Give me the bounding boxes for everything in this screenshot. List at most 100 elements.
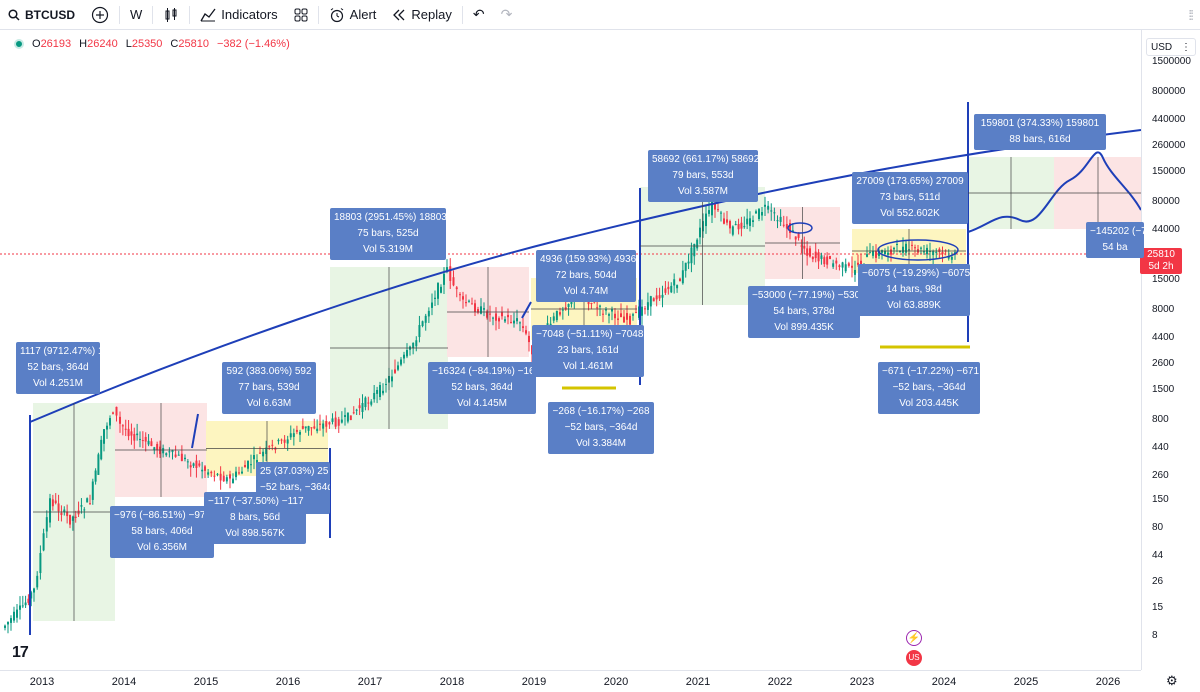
measurement-label[interactable]: 159801 (374.33%) 159801 88 bars, 616d [974, 114, 1106, 150]
measurement-line: 25 (37.03%) 25 [260, 466, 329, 477]
candle-body [77, 510, 80, 515]
candle-body [115, 406, 118, 416]
symbol-search[interactable]: BTCUSD [0, 0, 83, 30]
measurement-label[interactable]: 27009 (173.65%) 27009 73 bars, 511d Vol 55… [852, 172, 968, 224]
compare-button[interactable] [83, 0, 117, 30]
candle-body [696, 239, 699, 249]
arrow-annotation[interactable] [521, 301, 532, 319]
candle-body [507, 314, 509, 318]
indicators-button[interactable]: Indicators [192, 0, 285, 30]
candle-body [307, 426, 310, 431]
measurement-label[interactable]: −53000 (−77.19%) −5300 54 bars, 378d Vol 8… [748, 286, 860, 338]
candle-body [525, 330, 527, 334]
alert-label: Alert [349, 7, 377, 22]
templates-button[interactable] [286, 0, 316, 30]
measurement-label[interactable]: −145202 (−7 54 ba [1086, 222, 1144, 258]
candle-body [890, 249, 892, 255]
replay-button[interactable]: Replay [384, 0, 459, 30]
lightning-icon[interactable]: ⚡ [906, 630, 922, 646]
measurement-label[interactable]: 18803 (2951.45%) 18803 75 bars, 525d Vol 5… [330, 208, 446, 260]
measurement-line: 75 bars, 525d [357, 228, 419, 239]
chart-type-button[interactable] [155, 0, 187, 30]
price-tick: 150 [1152, 494, 1169, 505]
settings-icon[interactable]: ⚙ [1166, 673, 1178, 688]
projection-path[interactable] [967, 151, 1141, 233]
measurement-label[interactable]: −117 (−37.50%) −117 8 bars, 56d Vol 898.56… [204, 492, 306, 544]
candle-body [920, 247, 922, 249]
candle-body [761, 212, 763, 216]
price-tick: 440 [1152, 442, 1169, 453]
regression-curve[interactable] [29, 129, 1141, 423]
candle-body [171, 450, 174, 453]
measurement-label[interactable]: 58692 (661.17%) 58692 79 bars, 553d Vol 3.… [648, 150, 758, 202]
candle-body [567, 304, 570, 307]
measurement-line: 58 bars, 406d [131, 526, 193, 537]
candle-body [471, 303, 473, 305]
candle-body [749, 218, 751, 226]
currency-select[interactable]: USD ⋮ [1146, 38, 1196, 56]
measurement-label[interactable]: −16324 (−84.19%) −163 52 bars, 364d Vol 4.… [428, 362, 536, 414]
low-value: 25350 [131, 38, 163, 50]
time-tick: 2020 [603, 676, 629, 688]
candle-body [570, 301, 573, 305]
indicators-icon [200, 8, 216, 21]
measurement-line: Vol 4.74M [563, 286, 609, 297]
candle-body [717, 209, 719, 211]
undo-button[interactable]: ↶ [465, 0, 493, 30]
measurement-label[interactable]: 592 (383.06%) 592 77 bars, 539d Vol 6.63M [222, 362, 316, 414]
candle-body [632, 314, 634, 316]
measurement-label[interactable]: −976 (−86.51%) −976 58 bars, 406d Vol 6.35… [110, 506, 214, 558]
candle-body [731, 226, 734, 235]
drag-handle-icon[interactable]: ⁞⁞ [1188, 7, 1194, 23]
candle-body [635, 312, 637, 314]
time-axis[interactable]: 2013 2014 2015 2016 2017 2018 2019 2020 2021 2022… [0, 670, 1141, 692]
price-tick: 15000 [1152, 274, 1180, 285]
candle-body [605, 309, 607, 311]
candle-body [361, 403, 364, 412]
price-tick: 80 [1152, 522, 1164, 533]
alert-button[interactable]: Alert [321, 0, 385, 30]
redo-button[interactable]: ↷ [493, 0, 521, 30]
interval-button[interactable]: W [122, 0, 150, 30]
candles-icon [165, 7, 177, 22]
price-axis[interactable]: 1500000 800000 440000 260000 150000 80000 4400… [1141, 30, 1200, 670]
measurement-label[interactable]: −268 (−16.17%) −268 −52 bars, −364d Vol 3.… [548, 402, 654, 454]
candle-body [459, 294, 461, 296]
candle-body [752, 220, 754, 222]
candle-body [720, 212, 722, 214]
candle-body [328, 422, 331, 425]
ellipse-highlight[interactable] [787, 222, 813, 234]
candle-body [477, 309, 479, 313]
candle-body [770, 210, 773, 212]
measurement-label[interactable]: −671 (−17.22%) −671 −52 bars, −364d Vol 20… [878, 362, 980, 414]
arrow-annotation[interactable] [191, 413, 199, 449]
candle-body [676, 285, 679, 289]
market-status-icon[interactable] [14, 39, 24, 49]
candle-body [498, 318, 500, 322]
measurement-label[interactable]: −7048 (−51.11%) −7048 23 bars, 161d Vol 1.… [532, 325, 644, 377]
replay-label: Replay [411, 7, 452, 22]
measurement-line: 159801 (374.33%) 159801 [980, 118, 1100, 129]
measurement-label[interactable]: −6075 (−19.29%) −6075 14 bars, 98d Vol 63.… [858, 264, 970, 316]
candle-body [814, 251, 817, 259]
candle-body [629, 315, 631, 325]
us-flag-icon[interactable]: US [906, 650, 922, 666]
candle-body [250, 464, 252, 466]
candle-body [495, 313, 497, 321]
candle-body [941, 252, 944, 255]
measurement-line: 18803 (2951.45%) 18803 [334, 212, 446, 223]
ellipse-highlight[interactable] [877, 239, 959, 261]
measurement-label[interactable]: 4936 (159.93%) 4936 72 bars, 504d Vol 4.74… [536, 250, 636, 302]
candle-body [431, 302, 433, 308]
candle-body [740, 222, 743, 229]
change-value: −382 (−1.46%) [216, 38, 290, 50]
measurement-label[interactable]: 1117 (9712.47%) 1117 52 bars, 364d Vol 4.2… [16, 342, 100, 394]
measurement-line: −16324 (−84.19%) −163 [432, 366, 536, 377]
tradingview-logo[interactable]: 17 [12, 644, 29, 661]
measurement-line: −52 bars, −364d [260, 482, 330, 493]
candle-body [723, 218, 725, 224]
candle-body [519, 322, 521, 324]
measurement-line: 54 ba [1102, 242, 1128, 253]
candle-body [189, 465, 192, 468]
candle-body [789, 223, 791, 234]
